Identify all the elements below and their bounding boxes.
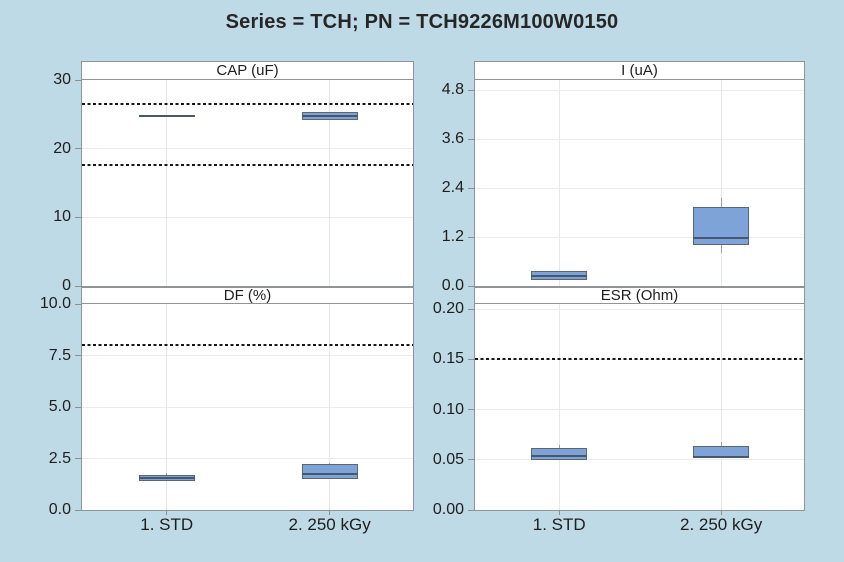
category-gridline xyxy=(720,80,722,286)
y-gridline xyxy=(475,308,804,310)
panel-cap: CAP (uF) 0 10 20 30 xyxy=(53,61,414,294)
y-tick-mark xyxy=(75,148,81,150)
y-axis-tick-label: 5.0 xyxy=(48,398,71,415)
y-axis-tick-label: 0.0 xyxy=(48,501,71,518)
lower-whisker xyxy=(720,245,722,254)
boxplot-box xyxy=(531,447,588,460)
panel-i: I (uA) 0.0 1.2 2.4 3.6 4.8 xyxy=(442,61,805,294)
y-tick-mark xyxy=(75,458,81,459)
y-axis-tick-label: 10 xyxy=(53,208,71,226)
spec-limit-line xyxy=(475,358,804,361)
plot-area-cap: 0 10 20 30 xyxy=(53,71,413,294)
y-gridline xyxy=(475,187,804,189)
y-gridline xyxy=(475,89,804,91)
y-axis-tick-label: 3.6 xyxy=(441,130,464,148)
median-line xyxy=(138,115,195,118)
category-gridline xyxy=(558,80,560,286)
panel-title-cap: CAP (uF) xyxy=(82,62,413,80)
y-tick-mark xyxy=(468,89,474,91)
category-gridline xyxy=(329,80,331,286)
boxplot-box xyxy=(693,206,750,246)
median-line xyxy=(693,455,750,458)
y-axis-tick-label: 20 xyxy=(53,139,71,157)
median-line xyxy=(138,477,195,480)
y-axis-tick-label: 10.0 xyxy=(39,295,71,312)
spec-limit-line xyxy=(82,344,413,347)
y-axis-tick-label: 0.0 xyxy=(441,277,464,294)
y-gridline xyxy=(82,458,413,459)
y-axis-tick-label: 2.5 xyxy=(48,449,71,467)
upper-whisker xyxy=(329,462,331,464)
y-axis-tick-label: 30 xyxy=(53,71,71,88)
boxplot-box xyxy=(301,463,358,480)
y-tick-mark xyxy=(75,79,81,81)
panel-df: DF (%) 1. STD 2. 250 kGy 0.0 2.5 5.0 7.5 10.0 xyxy=(40,287,414,534)
y-axis-tick-label: 0.05 xyxy=(432,450,464,468)
x-axis-label: 2. 250 kGy xyxy=(679,515,763,534)
median-line xyxy=(301,114,358,117)
panel-title-esr: ESR (Ohm) xyxy=(475,288,804,304)
y-tick-mark xyxy=(468,138,474,140)
spec-limit-line xyxy=(82,164,413,167)
y-axis-tick-label: 0.20 xyxy=(432,300,464,317)
y-gridline xyxy=(82,406,413,408)
y-tick-mark xyxy=(75,355,81,356)
y-tick-mark xyxy=(75,285,81,287)
y-tick-mark xyxy=(468,187,474,189)
y-gridline xyxy=(82,148,413,150)
y-gridline xyxy=(475,409,804,410)
y-axis-tick-label: 0 xyxy=(62,277,71,294)
chart-title: Series = TCH; PN = TCH9226M100W0150 xyxy=(225,11,619,33)
y-gridline xyxy=(82,216,413,218)
y-axis-tick-label: 4.8 xyxy=(441,81,464,99)
median-line xyxy=(301,472,358,475)
x-tick-mark xyxy=(329,510,331,515)
y-tick-mark xyxy=(468,509,474,511)
upper-whisker xyxy=(720,197,722,207)
category-gridline xyxy=(558,304,560,510)
y-axis-tick-label: 0.10 xyxy=(432,400,464,418)
panel-title-i: I (uA) xyxy=(475,62,804,80)
y-gridline xyxy=(475,138,804,140)
y-gridline xyxy=(475,236,804,238)
y-tick-mark xyxy=(75,509,81,511)
y-tick-mark xyxy=(468,308,474,310)
y-tick-mark xyxy=(468,236,474,238)
y-axis-tick-label: 0.15 xyxy=(432,350,464,368)
y-axis-tick-label: 0.00 xyxy=(432,501,464,518)
y-gridline xyxy=(475,459,804,461)
upper-whisker xyxy=(558,444,560,448)
x-axis-label: 2. 250 kGy xyxy=(288,515,371,534)
x-axis-label: 1. STD xyxy=(532,515,586,534)
x-tick-mark xyxy=(166,510,168,515)
x-tick-mark xyxy=(558,510,560,515)
y-axis-tick-label: 2.4 xyxy=(441,179,464,197)
median-line xyxy=(693,237,750,240)
median-line xyxy=(531,274,588,277)
upper-whisker xyxy=(166,472,168,476)
median-line xyxy=(531,454,588,457)
spec-limit-line xyxy=(82,103,413,105)
y-axis-tick-label: 7.5 xyxy=(48,346,71,364)
y-tick-mark xyxy=(468,409,474,410)
category-gridline xyxy=(720,304,722,510)
panel-title-df: DF (%) xyxy=(82,288,413,304)
plot-area-esr: 1. STD 2. 250 kGy 0.00 0.05 0.10 0.15 0.20 xyxy=(433,300,804,534)
y-tick-mark xyxy=(468,285,474,287)
y-tick-mark xyxy=(75,406,81,408)
category-gridline xyxy=(166,80,168,286)
upper-whisker xyxy=(720,441,722,446)
y-tick-mark xyxy=(468,459,474,461)
plot-area-df: 1. STD 2. 250 kGy 0.0 2.5 5.0 7.5 10.0 xyxy=(40,295,413,534)
y-tick-mark xyxy=(75,216,81,218)
panel-esr: ESR (Ohm) 1. STD 2. 250 kGy 0.00 0.05 0.10 0.1… xyxy=(433,287,805,534)
y-tick-mark xyxy=(468,358,474,360)
x-tick-mark xyxy=(720,510,722,515)
x-axis-label: 1. STD xyxy=(140,515,194,534)
y-tick-mark xyxy=(75,303,81,305)
y-axis-tick-label: 1.2 xyxy=(441,228,464,245)
y-gridline xyxy=(82,355,413,356)
plot-area-i: 0.0 1.2 2.4 3.6 4.8 xyxy=(442,80,804,294)
